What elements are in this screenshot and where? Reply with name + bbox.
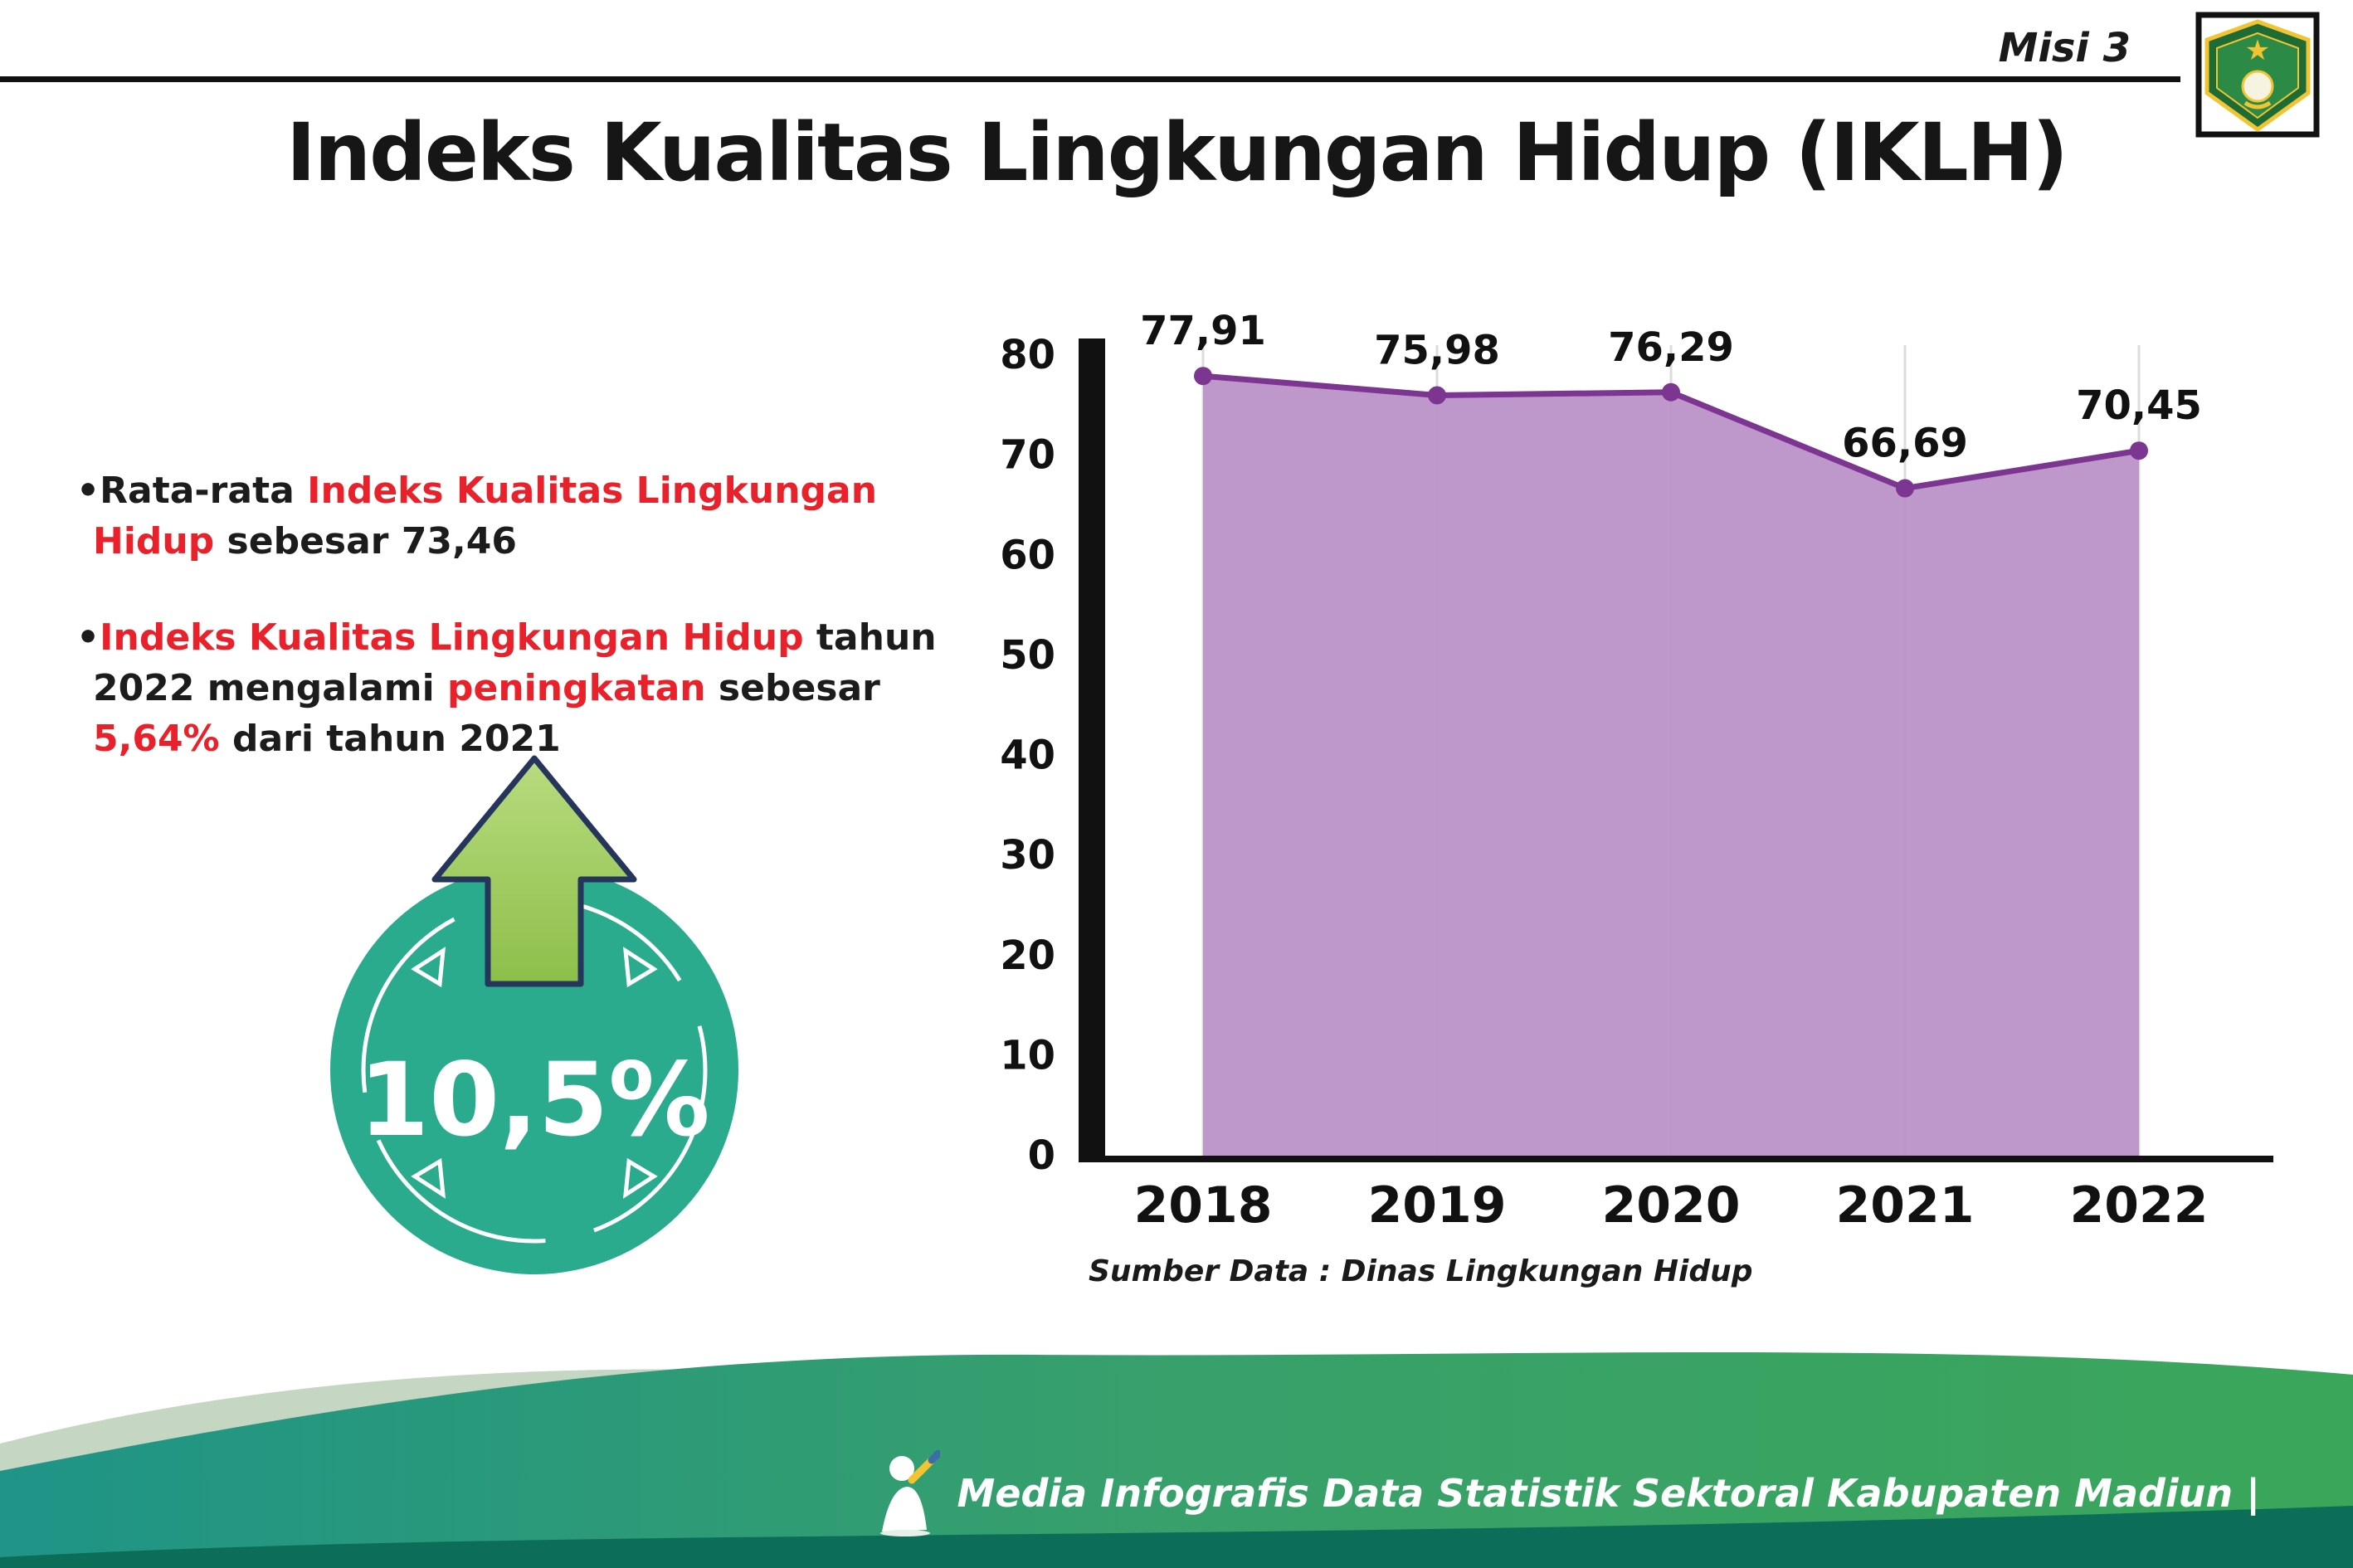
- x-tick-label: 2020: [1602, 1176, 1741, 1234]
- source-note: Sumber Data : Dinas Lingkungan Hidup: [1089, 1254, 1753, 1288]
- bullet2-highlight3: 5,64%: [93, 717, 220, 760]
- y-tick-label: 50: [1000, 632, 1055, 679]
- data-label: 75,98: [1374, 327, 1500, 373]
- x-tick-label: 2021: [1836, 1176, 1975, 1234]
- bullet2-highlight2: peningkatan: [447, 667, 706, 710]
- bullet-dot: •: [76, 470, 100, 512]
- y-axis: [1079, 338, 1105, 1162]
- y-tick-label: 20: [1000, 933, 1055, 979]
- x-tick-label: 2019: [1368, 1176, 1507, 1234]
- data-point: [1194, 367, 1212, 386]
- kabupaten-madiun-logo: ★: [2195, 12, 2320, 138]
- y-tick-label: 70: [1000, 432, 1055, 479]
- data-label: 66,69: [1842, 421, 1968, 467]
- data-point: [1428, 386, 1446, 405]
- kabupaten-madiun-crest-icon: ★: [2195, 12, 2320, 138]
- page-title: Indeks Kualitas Lingkungan Hidup (IKLH): [286, 106, 2068, 199]
- bullet1-text2: sebesar 73,46: [214, 519, 517, 562]
- x-tick-label: 2022: [2070, 1176, 2209, 1234]
- bullet-increase-iklh: •Indeks Kualitas Lingkungan Hidup tahun …: [76, 613, 1006, 764]
- summary-bullets: •Rata-rata Indeks Kualitas Lingkungan Hi…: [76, 466, 1006, 811]
- bullet-average-iklh: •Rata-rata Indeks Kualitas Lingkungan Hi…: [76, 466, 1006, 567]
- data-label: 76,29: [1608, 324, 1734, 371]
- bullet2-text2: sebesar: [705, 667, 880, 710]
- up-arrow-icon: [431, 755, 637, 987]
- y-tick-label: 30: [1000, 832, 1055, 879]
- footer-credit: Media Infografis Data Statistik Sektoral…: [870, 1450, 2260, 1536]
- data-label: 70,45: [2076, 382, 2202, 429]
- svg-text:★: ★: [2245, 34, 2270, 67]
- x-axis: [1079, 1156, 2273, 1162]
- iklh-chart-area: 77,91 75,98 76,29 66,69 70,45 0 10 20 30 40 50 60 70…: [996, 297, 2290, 1276]
- y-tick-label: 40: [1000, 733, 1055, 779]
- data-point: [1896, 479, 1914, 498]
- y-tick-label: 0: [1028, 1132, 1055, 1179]
- x-tick-label: 2018: [1134, 1176, 1273, 1234]
- footer-wave: [0, 1352, 2353, 1568]
- mascot-icon: [880, 1450, 941, 1536]
- data-point: [2130, 441, 2148, 460]
- header-rule: [0, 76, 2180, 82]
- misi-label: Misi 3: [1998, 25, 2131, 71]
- bullet2-text1: tahun 2022 mengalami: [93, 616, 937, 710]
- bullet1-text: Rata-rata: [100, 470, 308, 512]
- data-point: [1662, 382, 1680, 402]
- increase-badge: 10,5%: [317, 745, 752, 1283]
- area-fill: [1203, 376, 2139, 1156]
- y-tick-label: 80: [1000, 332, 1055, 378]
- badge-value: 10,5%: [358, 1041, 709, 1159]
- iklh-area-chart: 77,91 75,98 76,29 66,69 70,45 0 10 20 30 40 50 60 70…: [1000, 308, 2273, 1234]
- bullet2-text3: dari tahun 2021: [219, 717, 561, 760]
- badge-circle: [330, 866, 738, 1274]
- footer-credit-text: Media Infografis Data Statistik Sektoral…: [957, 1471, 2260, 1516]
- y-tick-label: 60: [1000, 532, 1055, 578]
- y-tick-label: 10: [1000, 1032, 1055, 1079]
- bullet1-highlight: Indeks Kualitas Lingkungan Hidup: [93, 470, 878, 562]
- increase-badge-graphic: 10,5%: [330, 755, 738, 1274]
- bullet-dot: •: [76, 616, 100, 660]
- data-label: 77,91: [1140, 308, 1266, 354]
- bullet2-highlight1: Indeks Kualitas Lingkungan Hidup: [100, 616, 804, 660]
